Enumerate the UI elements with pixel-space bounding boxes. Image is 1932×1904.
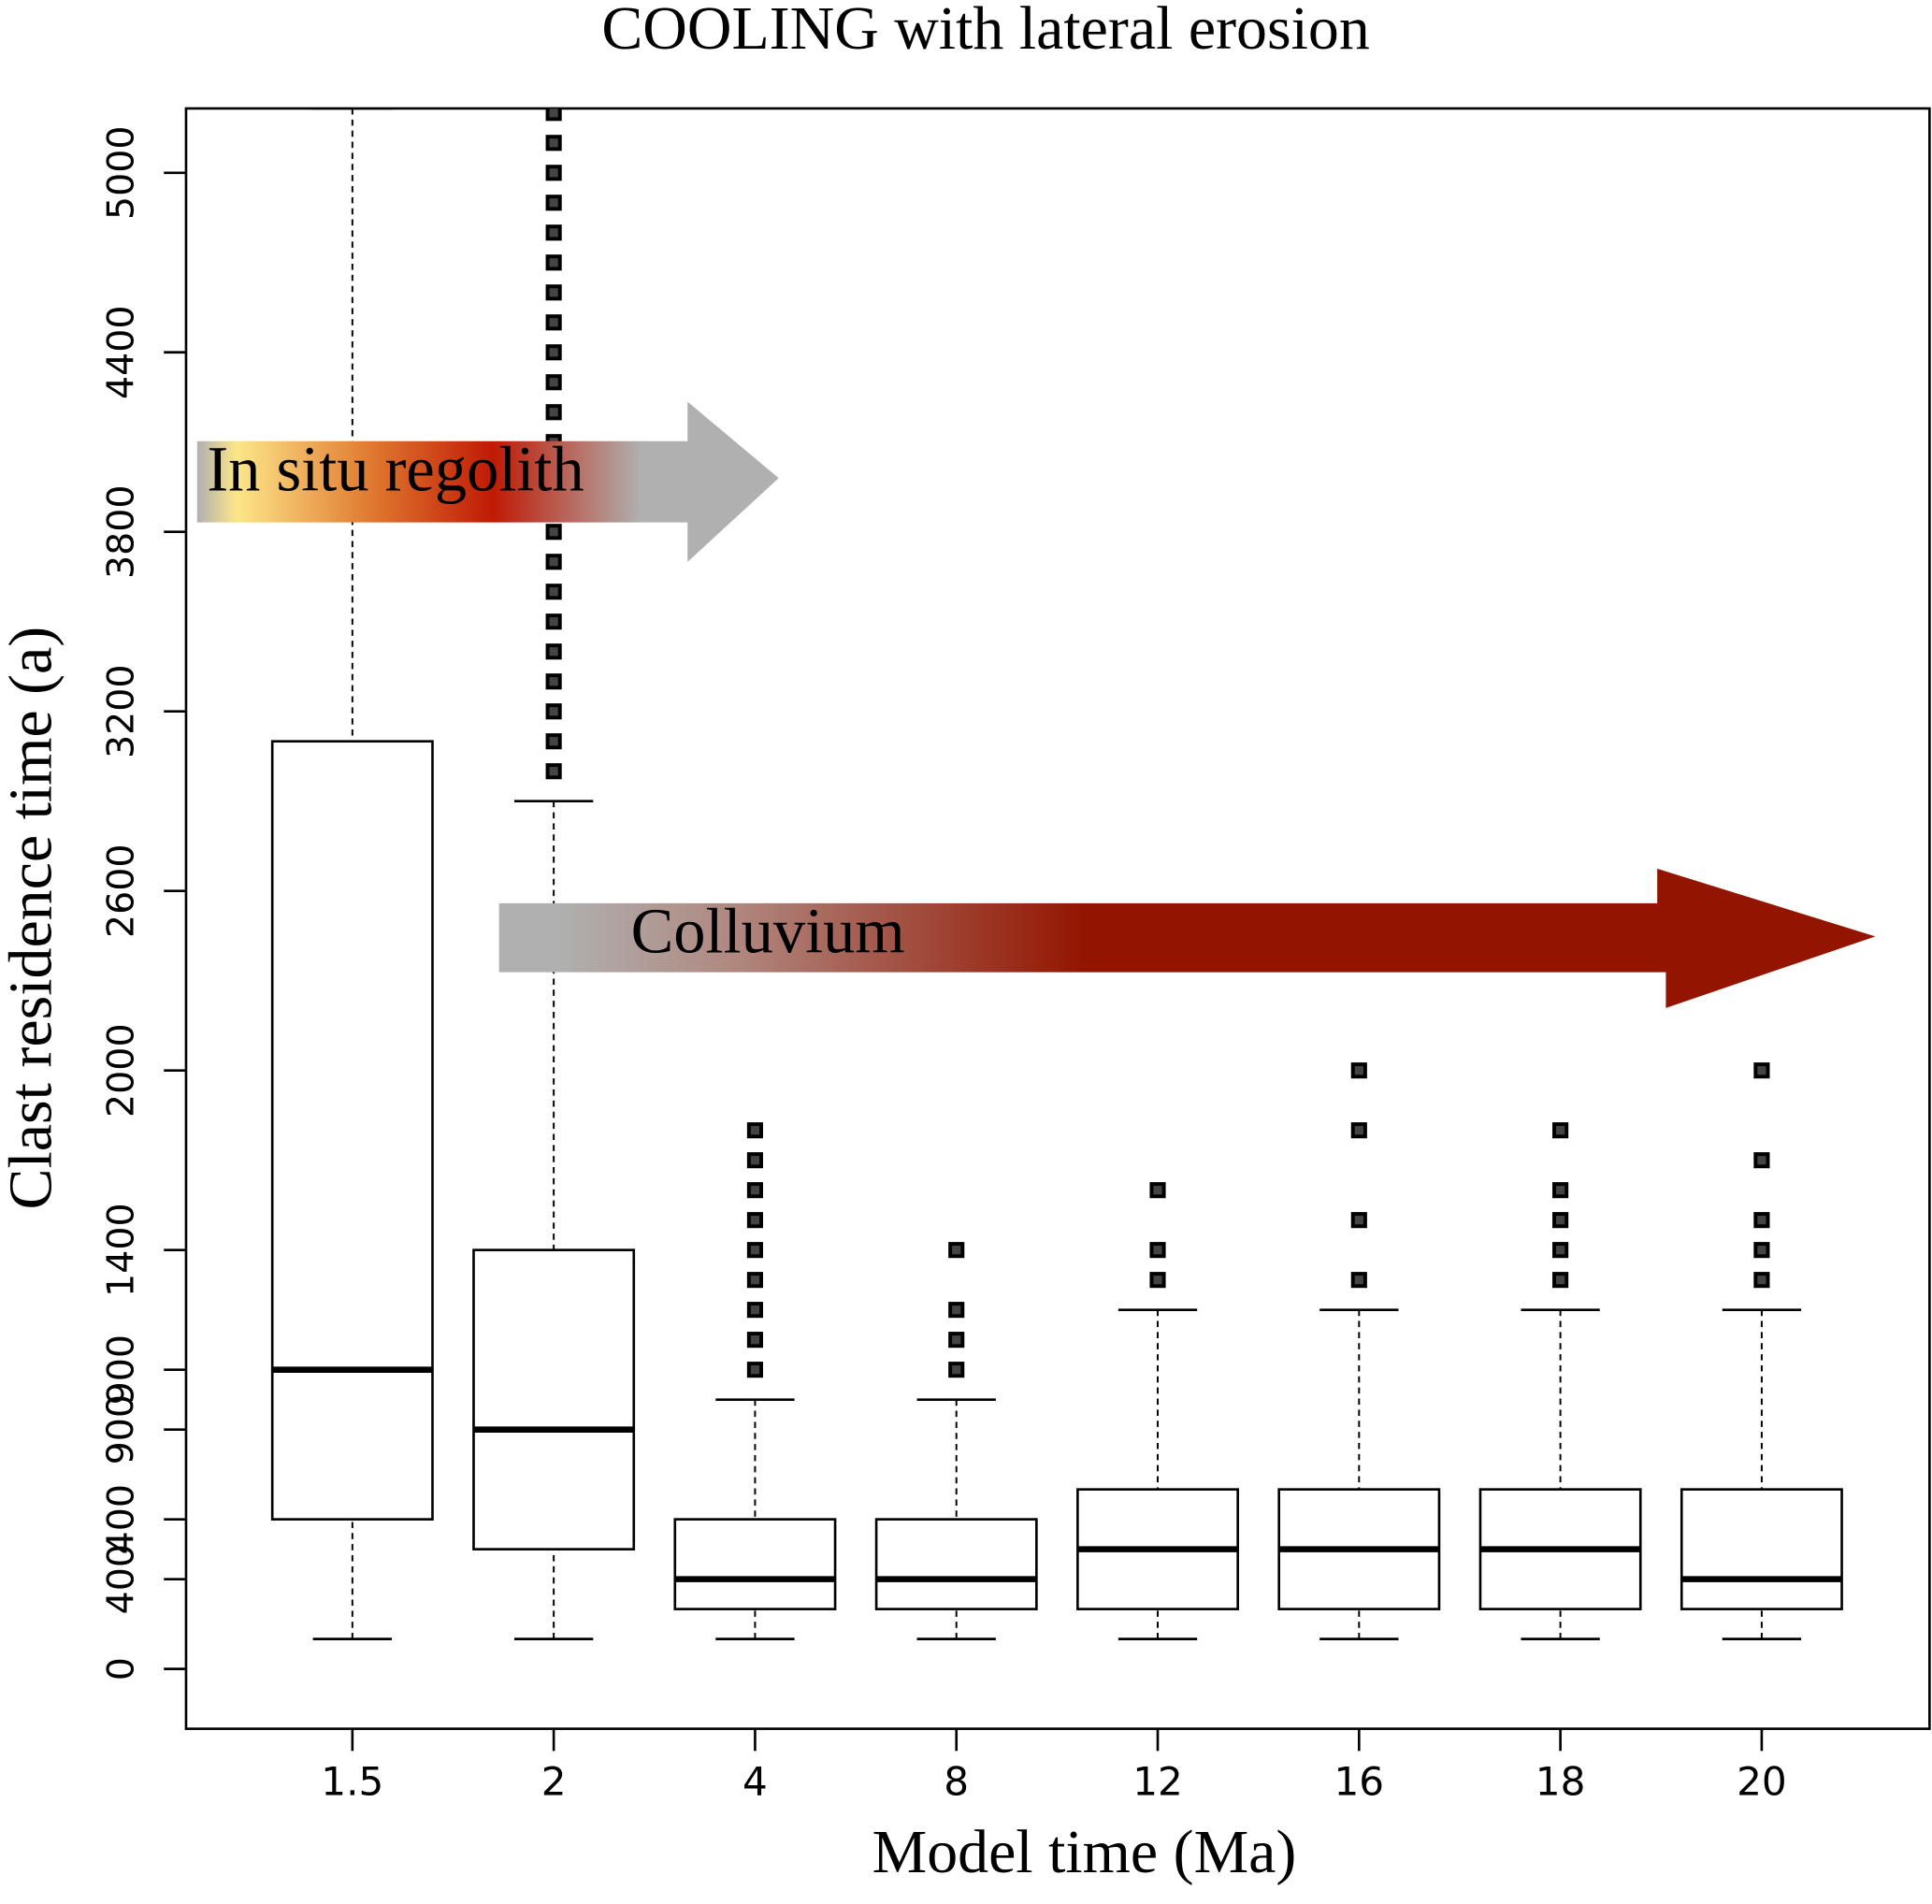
outlier <box>545 404 562 421</box>
annotation: Colluvium <box>631 895 905 966</box>
outlier <box>1552 1122 1569 1139</box>
outlier <box>545 643 562 660</box>
x-tick-label: 20 <box>1737 1758 1787 1804</box>
outlier <box>545 733 562 750</box>
outlier <box>1552 1242 1569 1259</box>
outlier <box>545 524 562 541</box>
y-tick-label: 0 <box>99 1657 142 1680</box>
outlier <box>1350 1122 1367 1139</box>
outlier <box>746 1362 763 1378</box>
outlier <box>545 374 562 391</box>
outlier <box>1753 1152 1770 1169</box>
outlier <box>1149 1242 1166 1259</box>
outlier <box>948 1302 965 1319</box>
arrow-colluvium <box>498 868 1876 1008</box>
outlier <box>1149 1182 1166 1199</box>
outlier <box>746 1272 763 1289</box>
outlier <box>545 584 562 600</box>
outlier <box>1753 1212 1770 1229</box>
outlier <box>545 108 562 122</box>
outlier <box>545 554 562 570</box>
outlier <box>545 284 562 301</box>
x-tick-label: 12 <box>1132 1758 1183 1804</box>
x-tick-label: 4 <box>743 1758 768 1804</box>
outlier <box>948 1242 965 1259</box>
y-tick-label: 4400 <box>99 305 142 399</box>
outlier <box>746 1302 763 1319</box>
y-tick-label: 1400 <box>99 1203 142 1297</box>
outlier <box>746 1122 763 1139</box>
outlier <box>1552 1182 1569 1199</box>
x-axis-label: Model time (Ma) <box>872 1818 1297 1886</box>
annotation: In situ regolith <box>207 433 584 504</box>
y-tick-label: 3200 <box>99 664 142 758</box>
outlier <box>746 1332 763 1349</box>
y-tick-label: 900 <box>99 1334 142 1405</box>
annotation-arrows: In situ regolith Colluvium <box>196 401 1876 1008</box>
outlier <box>1552 1272 1569 1289</box>
outlier <box>1753 1062 1770 1079</box>
outlier <box>545 763 562 780</box>
x-tick-label: 8 <box>944 1758 969 1804</box>
outlier <box>1753 1272 1770 1289</box>
outlier <box>746 1212 763 1229</box>
outlier <box>1753 1242 1770 1259</box>
x-tick-label: 16 <box>1334 1758 1384 1804</box>
y-tick-label: 2000 <box>99 1023 142 1118</box>
outlier <box>948 1362 965 1378</box>
outlier <box>545 673 562 690</box>
outlier <box>746 1152 763 1169</box>
outlier <box>545 344 562 361</box>
y-tick-label: 2600 <box>99 844 142 938</box>
arrow-regolith <box>196 401 779 562</box>
outlier <box>545 613 562 630</box>
box <box>874 1518 1038 1610</box>
outlier <box>1350 1062 1367 1079</box>
y-tick-label: 400 <box>99 1544 142 1614</box>
x-tick-label: 2 <box>541 1758 567 1804</box>
outlier <box>1350 1272 1367 1289</box>
outlier <box>1552 1212 1569 1229</box>
x-tick-label: 1.5 <box>321 1758 383 1804</box>
plot-frame <box>184 107 1931 1730</box>
outlier <box>746 1242 763 1259</box>
outlier <box>545 703 562 720</box>
outlier <box>1350 1212 1367 1229</box>
x-tick-label: 18 <box>1536 1758 1586 1804</box>
outlier <box>545 135 562 151</box>
outlier <box>746 1182 763 1199</box>
outlier <box>545 224 562 241</box>
y-tick-label: 5000 <box>99 125 142 220</box>
y-tick-label: 900 <box>99 1394 142 1464</box>
box <box>270 740 434 1521</box>
y-tick-label: 3800 <box>99 484 142 579</box>
outlier <box>545 314 562 331</box>
box <box>673 1518 837 1610</box>
outlier <box>545 165 562 181</box>
y-axis-label: Clast residence time (a) <box>0 627 65 1210</box>
outlier <box>948 1332 965 1349</box>
outlier <box>1149 1272 1166 1289</box>
box <box>472 1248 636 1551</box>
y-tick-label: 400 <box>99 1484 142 1554</box>
outlier <box>545 254 562 271</box>
box <box>1680 1488 1843 1610</box>
chart-title: COOLING with lateral erosion <box>601 0 1369 63</box>
outlier <box>545 195 562 211</box>
